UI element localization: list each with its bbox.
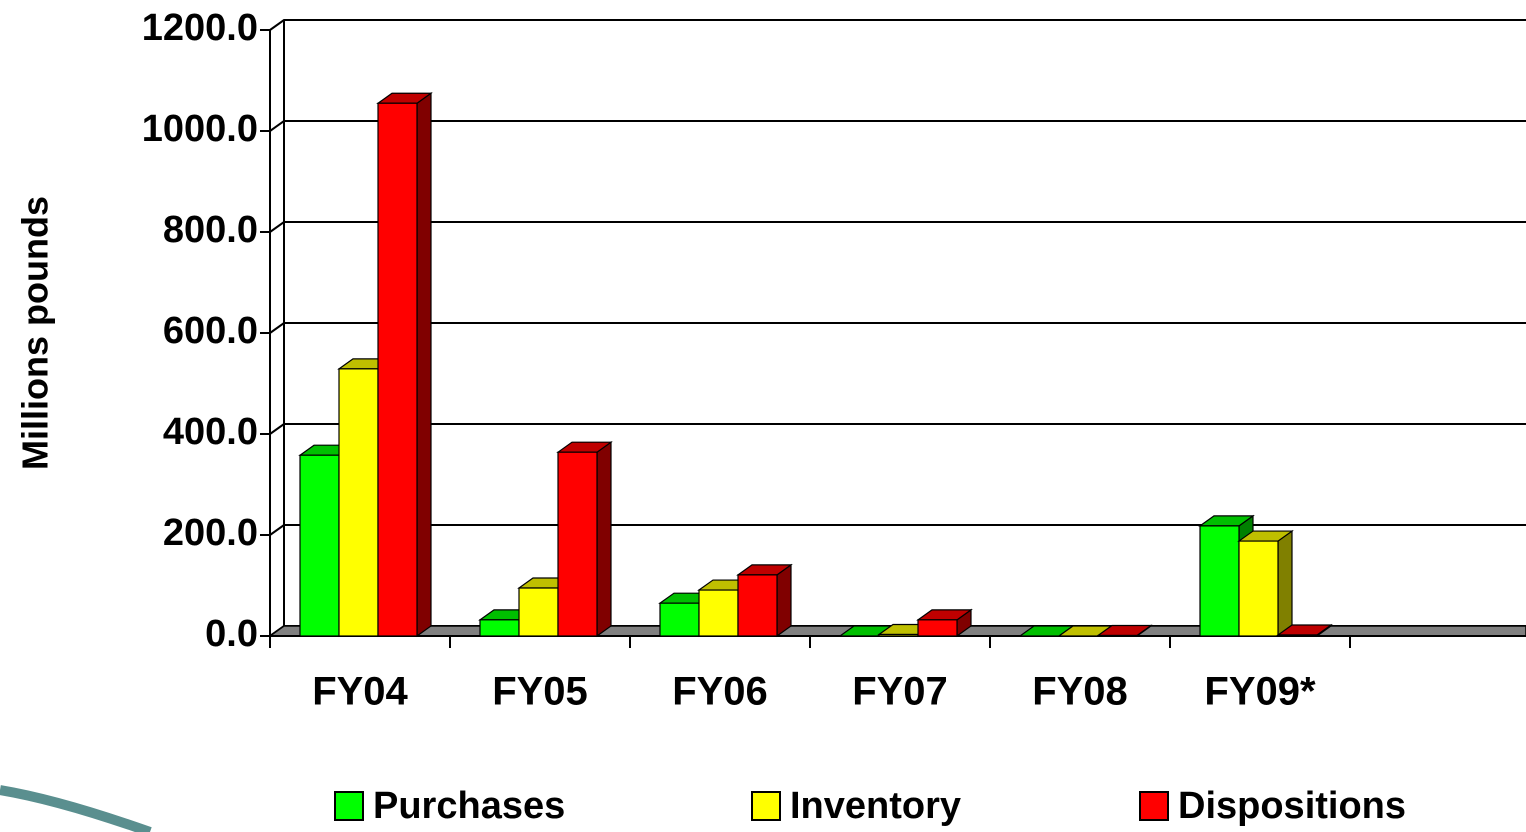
bar-side — [416, 92, 432, 638]
y-tick-label: 800.0 — [163, 209, 258, 251]
grid-line — [269, 221, 1526, 233]
legend-swatch — [1139, 791, 1169, 821]
bar — [557, 451, 598, 637]
y-tick-label: 200.0 — [163, 512, 258, 554]
bar — [377, 102, 418, 637]
bar — [1199, 525, 1240, 637]
corner-decoration — [0, 785, 152, 832]
legend-swatch — [334, 791, 364, 821]
legend-swatch — [751, 791, 781, 821]
bar-side — [776, 563, 792, 638]
bar — [698, 589, 739, 637]
grid-line — [269, 19, 1526, 31]
bar — [479, 619, 520, 637]
bar-side — [596, 441, 612, 638]
x-tick-label: FY04 — [312, 670, 408, 714]
y-tick-label: 1000.0 — [142, 108, 258, 150]
bar-side — [1277, 529, 1293, 638]
bar — [917, 619, 958, 637]
bar — [518, 587, 559, 637]
bar — [1238, 540, 1279, 637]
bar — [878, 633, 919, 637]
bar — [737, 574, 778, 637]
grid-line — [269, 524, 1526, 536]
y-tick-label: 400.0 — [163, 411, 258, 453]
y-tick-label: 1200.0 — [142, 7, 258, 49]
bar — [1277, 634, 1318, 637]
x-tick-label: FY08 — [1032, 670, 1128, 714]
grid-line — [269, 423, 1526, 435]
y-axis-title: Millions pounds — [15, 196, 56, 470]
x-tick-label: FY06 — [672, 670, 768, 714]
y-tick-label: 0.0 — [205, 613, 258, 655]
grid-line — [269, 322, 1526, 334]
legend-label: Purchases — [373, 785, 565, 827]
x-tick-label: FY09* — [1204, 670, 1316, 714]
x-tick-label: FY07 — [852, 670, 948, 714]
bar — [338, 368, 379, 637]
bar — [299, 454, 340, 637]
legend-label: Dispositions — [1178, 785, 1406, 827]
grid-line — [269, 120, 1526, 132]
x-tick-label: FY05 — [492, 670, 588, 714]
y-tick-label: 600.0 — [163, 310, 258, 352]
bar — [659, 602, 700, 637]
legend-label: Inventory — [790, 785, 961, 827]
bar — [1097, 634, 1138, 637]
